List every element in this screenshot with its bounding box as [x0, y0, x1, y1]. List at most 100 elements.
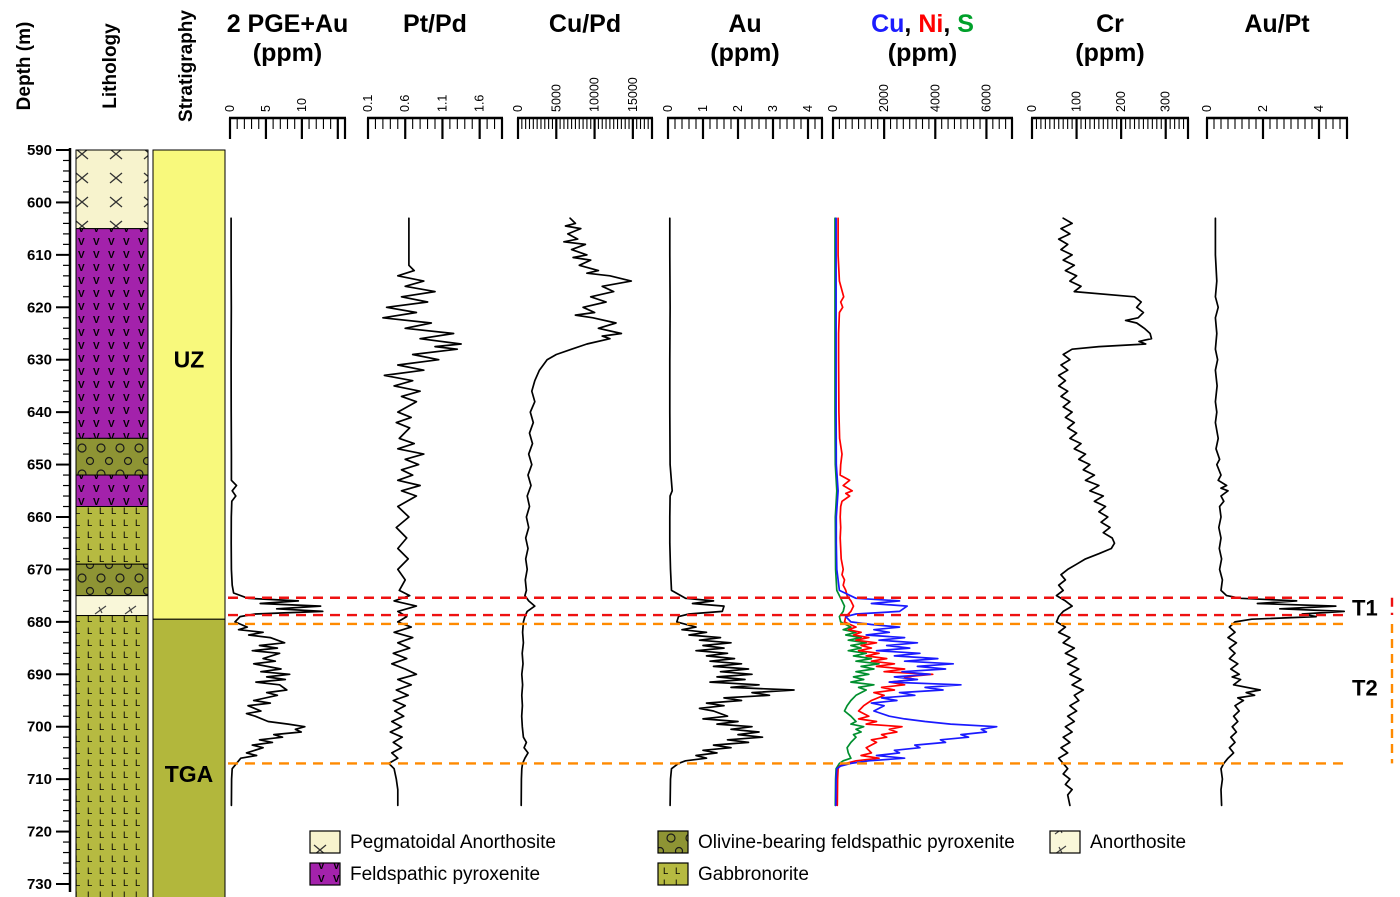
axis-tick-label: 4000: [928, 84, 942, 112]
panel-title-units: (ppm): [253, 39, 322, 67]
panel-title-pt-pd: Pt/Pd: [403, 10, 467, 38]
depth-tick-label: 630: [27, 352, 52, 369]
curve-Cu/Pd: [520, 217, 633, 807]
depth-tick-label: 620: [27, 299, 52, 316]
legend-swatch-olivine-feldspathic-pyroxenite: [657, 830, 689, 854]
stratigraphy-column: UZ TGA: [152, 149, 226, 897]
panel-title-cu-pd: Cu/Pd: [549, 10, 621, 38]
lithology-interval-gabbronorite: [75, 506, 149, 565]
lithology-interval-anorthosite: [75, 595, 149, 617]
panel-title-units: (ppm): [1075, 39, 1144, 67]
axis-tick-label: 10000: [588, 77, 602, 112]
curve-Pt/Pd: [382, 217, 462, 807]
lithology-interval-gabbronorite: [75, 615, 149, 897]
depth-tick-label: 660: [27, 509, 52, 526]
axis-tick-label: 300: [1159, 91, 1173, 112]
curve-2PGE+Au: [230, 217, 324, 807]
panel-pt-pd: 0.1 0.6 1.1 1.6 Pt/Pd: [361, 10, 504, 807]
panel-cu-pd: 0 5000 10000 15000 Cu/Pd: [511, 10, 654, 807]
marker-T1: T1: [228, 596, 1394, 621]
depth-tick-label: 680: [27, 614, 52, 631]
axis-tick-label: 15000: [626, 77, 640, 112]
axis-tick-label: 0: [1200, 105, 1214, 112]
curve-Cr: [1055, 217, 1153, 807]
depth-tick-label: 700: [27, 719, 52, 736]
axis-tick-label: 0: [661, 105, 675, 112]
panel-title-cu-ni-s: Cu, Ni, S: [871, 10, 974, 38]
depth-tick-label: 670: [27, 561, 52, 578]
depth-tick-label: 610: [27, 247, 52, 264]
curve-Au/Pt: [1214, 217, 1346, 807]
axis-tick-label: 200: [1114, 91, 1128, 112]
strat-unit-UZ: [152, 149, 226, 620]
axis-tick-label: 10: [295, 98, 309, 112]
lithology-column-title: Lithology: [100, 23, 121, 109]
axis-tick-label: 2: [731, 105, 745, 112]
legend-label: Anorthosite: [1090, 832, 1186, 853]
legend-swatch-gabbronorite: [657, 862, 689, 886]
column-headers: Depth (m) Lithology Stratigraphy: [14, 10, 197, 122]
curve-Cu: [834, 217, 998, 807]
panel-title-units: (ppm): [710, 39, 779, 67]
axis-tick-label: 2: [1256, 105, 1270, 112]
stratigraphy-column-title: Stratigraphy: [176, 10, 197, 122]
legend-label: Feldspathic pyroxenite: [350, 864, 540, 885]
axis-tick-label: 4: [1312, 105, 1326, 112]
panel-title-units: (ppm): [888, 39, 957, 67]
panel-title-cr: Cr: [1096, 10, 1124, 38]
axis-tick-label: 1.6: [473, 95, 487, 112]
legend-label: Olivine-bearing feldspathic pyroxenite: [698, 832, 1015, 853]
panel-title-au-pt: Au/Pt: [1244, 10, 1310, 38]
panel-cr: 0 100 200 300 Cr(ppm): [1025, 10, 1190, 807]
axis-tick-label: 5000: [549, 84, 563, 112]
axis-tick-label: 0: [223, 105, 237, 112]
curve-Au: [668, 217, 795, 807]
depth-axis: 590 600 610 620 630 640 650 660 670 680 690 700 710 7…: [27, 142, 72, 893]
axis-tick-label: 1: [696, 105, 710, 112]
depth-tick-label: 650: [27, 457, 52, 474]
legend-label: Pegmatoidal Anorthosite: [350, 832, 556, 853]
marker-label-T2: T2: [1352, 675, 1378, 700]
strat-label-UZ: UZ: [174, 347, 205, 373]
depth-tick-label: 690: [27, 666, 52, 683]
legend-label: Gabbronorite: [698, 864, 809, 885]
axis-tick-label: 2000: [877, 84, 891, 112]
depth-tick-label: 590: [27, 142, 52, 159]
legend-swatch-pegmatoidal-anorthosite: [309, 830, 341, 854]
lithology-interval-olivine-feldspathic-pyroxenite: [75, 563, 149, 597]
panel-au-pt: 0 2 4 Au/Pt: [1200, 10, 1349, 807]
lithology-interval-feldspathic-pyroxenite: [75, 474, 149, 508]
depth-axis-title: Depth (m): [14, 22, 35, 111]
axis-tick-label: 6000: [979, 84, 993, 112]
panel-title-au: Au: [728, 10, 761, 38]
legend-swatch-feldspathic-pyroxenite: [309, 862, 341, 886]
legend-swatch-anorthosite: [1049, 830, 1081, 854]
strat-label-TGA: TGA: [165, 761, 214, 787]
depth-tick-label: 600: [27, 194, 52, 211]
axis-tick-label: 5: [259, 105, 273, 112]
panel-cu-ni-s: 0 2000 4000 6000 Cu, Ni, S(ppm): [826, 10, 1014, 807]
depth-tick-label: 730: [27, 876, 52, 893]
lithology-interval-feldspathic-pyroxenite: [75, 228, 149, 439]
curve-Ni: [836, 217, 934, 807]
lithology-column: [75, 149, 149, 897]
axis-tick-label: 3: [766, 105, 780, 112]
depth-tick-label: 640: [27, 404, 52, 421]
axis-tick-label: 0: [826, 105, 840, 112]
panel-title-pge-au: 2 PGE+Au: [227, 10, 349, 38]
lithology-interval-pegmatoidal-anorthosite: [75, 149, 149, 230]
lithology-interval-olivine-feldspathic-pyroxenite: [75, 437, 149, 476]
strat-unit-TGA: [152, 618, 226, 897]
axis-tick-label: 1.1: [435, 95, 449, 112]
axis-tick-label: 4: [801, 105, 815, 112]
axis-tick-label: 0: [1025, 105, 1039, 112]
marker-T2: T2: [228, 622, 1394, 765]
panel-au: 0 1 2 3 4 Au(ppm): [661, 10, 824, 807]
axis-tick-label: 0.6: [398, 95, 412, 112]
axis-tick-label: 0.1: [361, 95, 375, 112]
curve-S: [834, 217, 880, 807]
axis-tick-label: 100: [1070, 91, 1084, 112]
depth-tick-label: 710: [27, 771, 52, 788]
